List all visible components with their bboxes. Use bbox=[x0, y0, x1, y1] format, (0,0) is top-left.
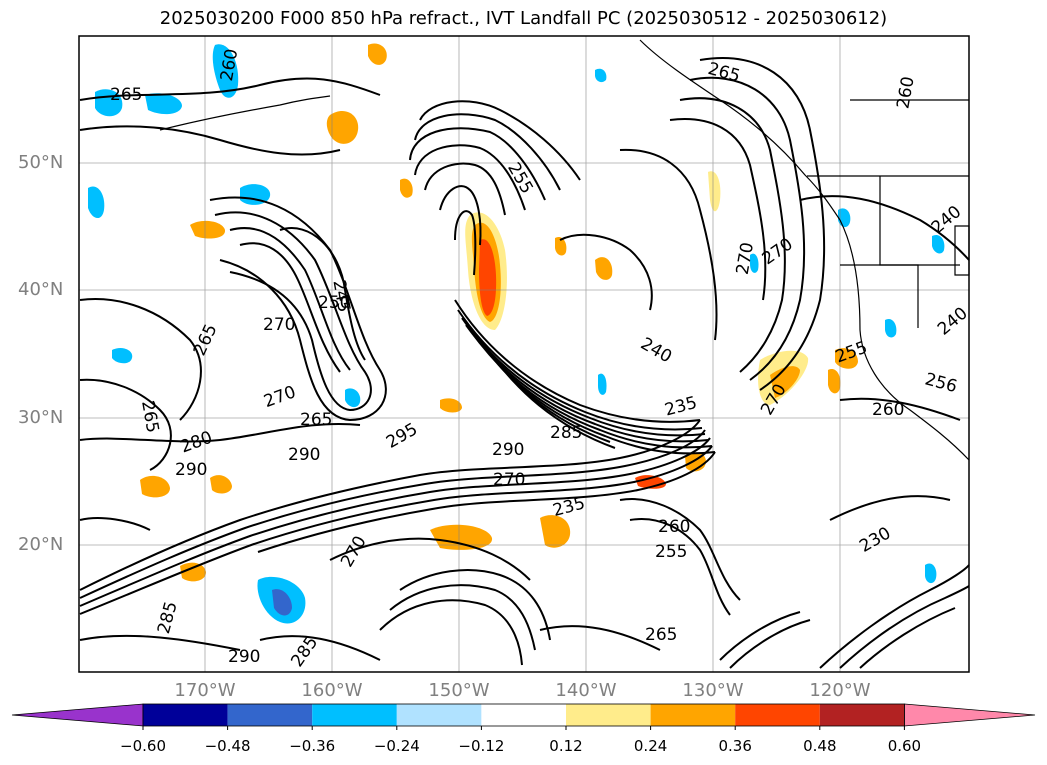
colorbar-segment bbox=[143, 704, 228, 726]
contour-label: 260 bbox=[872, 400, 904, 420]
lon-label-120w: 120°W bbox=[809, 680, 871, 701]
colorbar-segment bbox=[481, 704, 566, 726]
colorbar-tick-label: −0.24 bbox=[373, 737, 420, 755]
lon-label-150w: 150°W bbox=[428, 680, 490, 701]
colorbar-tick-label: 0.24 bbox=[633, 737, 668, 755]
figure-title: 2025030200 F000 850 hPa refract., IVT La… bbox=[159, 8, 888, 29]
contour-label: 285 bbox=[550, 423, 582, 443]
colorbar-segment bbox=[227, 704, 313, 726]
colorbar-tick-label: 0.36 bbox=[718, 737, 752, 755]
lat-label-20: 20°N bbox=[18, 534, 64, 555]
colorbar-segment bbox=[819, 704, 905, 726]
colorbar-segment bbox=[650, 704, 736, 726]
contour-label-group: 260 265 255 265 260 270 270 240 245 250 … bbox=[110, 47, 972, 671]
negative-anomaly-shading bbox=[88, 44, 945, 624]
colorbar-extend-high bbox=[904, 703, 1036, 727]
contour-label: 290 bbox=[175, 460, 207, 480]
colorbar-tick-label: 0.48 bbox=[803, 737, 837, 755]
coastline bbox=[159, 39, 970, 461]
colorbar-segment bbox=[312, 704, 397, 726]
contour-label: 250 bbox=[318, 293, 350, 313]
contour-label: 265 bbox=[300, 410, 332, 430]
colorbar-extend-low bbox=[11, 703, 144, 727]
colorbar-frame bbox=[142, 703, 905, 727]
contour-label: 260 bbox=[658, 517, 690, 537]
contour-label: 265 bbox=[645, 625, 677, 645]
colorbar bbox=[11, 703, 1036, 730]
colorbar-tick-label: −0.12 bbox=[458, 737, 505, 755]
lat-label-30: 30°N bbox=[18, 407, 64, 428]
contour-label: 255 bbox=[655, 542, 687, 562]
colorbar-segment bbox=[566, 704, 651, 726]
lon-label-170w: 170°W bbox=[174, 680, 236, 701]
colorbar-tick-label: −0.36 bbox=[289, 737, 336, 755]
refractivity-contours bbox=[79, 57, 970, 669]
contour-label: 265 bbox=[110, 85, 142, 105]
colorbar-segment bbox=[396, 704, 482, 726]
colorbar-tick-label: 0.12 bbox=[549, 737, 583, 755]
contour-label: 290 bbox=[288, 445, 320, 465]
lat-label-40: 40°N bbox=[18, 279, 64, 300]
plot-frame bbox=[78, 35, 970, 673]
contour-label: 290 bbox=[228, 647, 260, 667]
lat-label-50: 50°N bbox=[18, 152, 64, 173]
contour-label: 290 bbox=[492, 440, 524, 460]
colorbar-tick-label: −0.48 bbox=[204, 737, 251, 755]
colorbar-tick-label: 0.60 bbox=[887, 737, 922, 755]
colorbar-segment bbox=[735, 704, 820, 726]
lon-label-140w: 140°W bbox=[555, 680, 617, 701]
colorbar-tick-label: −0.60 bbox=[120, 737, 166, 755]
lon-label-130w: 130°W bbox=[682, 680, 744, 701]
contour-label: 270 bbox=[493, 470, 525, 490]
contour-label: 270 bbox=[263, 315, 295, 335]
lon-label-160w: 160°W bbox=[301, 680, 363, 701]
